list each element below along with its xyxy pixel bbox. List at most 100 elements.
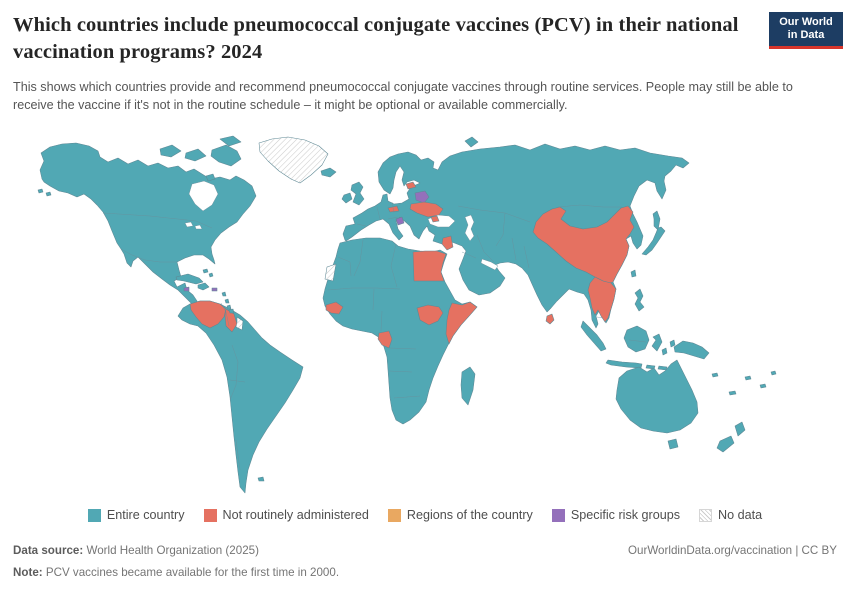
region-new-zealand-north[interactable] <box>734 421 746 437</box>
region-somalia[interactable] <box>445 301 478 345</box>
legend-label: Not routinely administered <box>222 508 369 522</box>
legend-swatch-entire-country <box>87 508 101 522</box>
legend-swatch-specific-risk-groups <box>551 508 565 522</box>
region-taiwan[interactable] <box>630 269 637 278</box>
attribution-link[interactable]: OurWorldinData.org/vaccination | CC BY <box>628 544 837 557</box>
region-arctic-island[interactable] <box>184 148 207 162</box>
region-cuba[interactable] <box>175 273 204 285</box>
country-borders <box>102 201 647 471</box>
region-pacific-island[interactable] <box>770 370 777 376</box>
region-new-zealand-south[interactable] <box>716 435 735 453</box>
data-source-label: Data source: <box>13 544 84 557</box>
region-syria[interactable] <box>441 235 454 251</box>
region-madagascar[interactable] <box>460 366 476 406</box>
region-western-sahara[interactable] <box>324 263 337 282</box>
legend-label: Regions of the country <box>406 508 533 522</box>
region-north-america[interactable] <box>39 142 257 315</box>
chart-subtitle: This shows which countries provide and r… <box>13 80 793 113</box>
region-belarus[interactable] <box>414 190 430 204</box>
world-map <box>0 130 850 505</box>
region-novaya-zemlya[interactable] <box>464 136 479 148</box>
region-tasmania[interactable] <box>667 438 679 450</box>
legend-item-no-data[interactable]: No data <box>699 508 762 522</box>
legend-item-not-routinely-administered[interactable]: Not routinely administered <box>203 508 369 522</box>
region-sri-lanka[interactable] <box>545 313 555 325</box>
region-bahamas[interactable] <box>202 268 209 274</box>
owid-logo[interactable]: Our World in Data <box>769 12 843 49</box>
region-moluccas[interactable] <box>661 347 668 356</box>
region-venezuela[interactable] <box>189 300 227 329</box>
legend-item-specific-risk-groups[interactable]: Specific risk groups <box>551 508 681 522</box>
note-value: PCV vaccines became available for the fi… <box>42 566 340 579</box>
region-greenland[interactable] <box>258 136 329 184</box>
great-lake-2 <box>194 224 203 230</box>
region-united-kingdom[interactable] <box>350 181 365 206</box>
region-arctic-island[interactable] <box>210 144 242 167</box>
region-africa[interactable] <box>322 237 478 425</box>
region-hispaniola[interactable] <box>197 282 210 291</box>
region-borneo[interactable] <box>623 325 650 353</box>
region-guyana[interactable] <box>224 308 238 333</box>
map-legend: Entire country Not routinely administere… <box>0 508 850 522</box>
region-lesser-antilles[interactable] <box>221 291 227 297</box>
region-south-sudan[interactable] <box>416 304 444 326</box>
region-moluccas[interactable] <box>669 339 676 348</box>
region-estonia[interactable] <box>405 181 417 190</box>
region-indochina[interactable] <box>587 276 617 323</box>
region-china[interactable] <box>532 205 635 284</box>
persian-gulf <box>480 258 499 271</box>
region-java[interactable] <box>605 359 643 369</box>
region-new-guinea[interactable] <box>673 340 710 360</box>
region-crimea[interactable] <box>430 215 440 223</box>
legend-swatch-regions-of-the-country <box>387 508 401 522</box>
region-iceland[interactable] <box>320 167 337 178</box>
region-egypt[interactable] <box>412 250 447 282</box>
caspian-sea <box>464 214 475 242</box>
legend-label: Entire country <box>106 508 185 522</box>
region-sulawesi[interactable] <box>651 333 663 352</box>
region-pacific-island[interactable] <box>711 372 719 378</box>
region-bosnia[interactable] <box>395 216 405 226</box>
region-arctic-island[interactable] <box>205 173 216 182</box>
region-sakhalin[interactable] <box>652 210 661 231</box>
region-puerto-rico[interactable] <box>211 287 218 292</box>
page-title: Which countries include pneumococcal con… <box>13 14 739 63</box>
legend-swatch-no-data <box>699 508 713 522</box>
legend-item-entire-country[interactable]: Entire country <box>87 508 185 522</box>
region-bahamas[interactable] <box>208 272 214 278</box>
legend-item-regions-of-the-country[interactable]: Regions of the country <box>387 508 533 522</box>
legend-label: No data <box>718 508 763 522</box>
legend-label: Specific risk groups <box>570 508 681 522</box>
region-arctic-island[interactable] <box>219 135 242 147</box>
region-jamaica[interactable] <box>183 286 190 292</box>
region-sumatra[interactable] <box>580 320 607 352</box>
region-guinea[interactable] <box>325 301 344 315</box>
owid-logo-line1: Our World <box>779 15 833 28</box>
region-lesser-sunda[interactable] <box>657 365 668 371</box>
data-source-line: Data source: World Health Organization (… <box>13 544 259 557</box>
region-new-caledonia[interactable] <box>728 390 737 396</box>
region-trinidad[interactable] <box>228 308 235 314</box>
world-map-svg <box>37 135 777 494</box>
region-suriname[interactable] <box>235 316 244 331</box>
region-lesser-antilles[interactable] <box>226 304 232 310</box>
chart-footer: Data source: World Health Organization (… <box>13 544 837 579</box>
region-ireland[interactable] <box>341 192 353 204</box>
note-label: Note: <box>13 566 43 579</box>
region-falklands[interactable] <box>257 476 265 482</box>
hudson-bay <box>188 180 219 212</box>
region-south-america[interactable] <box>177 300 304 494</box>
owid-logo-line2: in Data <box>787 29 825 41</box>
region-arctic-island[interactable] <box>159 144 182 158</box>
region-fiji[interactable] <box>759 383 767 389</box>
region-pacific-island[interactable] <box>744 375 752 381</box>
region-aleutians[interactable] <box>45 191 52 197</box>
region-lesser-antilles[interactable] <box>224 298 230 304</box>
region-philippines[interactable] <box>634 288 645 312</box>
region-japan[interactable] <box>641 226 666 256</box>
region-australia[interactable] <box>615 359 699 434</box>
data-source-value: World Health Organization (2025) <box>83 544 259 557</box>
region-aleutians[interactable] <box>37 188 44 194</box>
region-gabon[interactable] <box>377 330 393 349</box>
